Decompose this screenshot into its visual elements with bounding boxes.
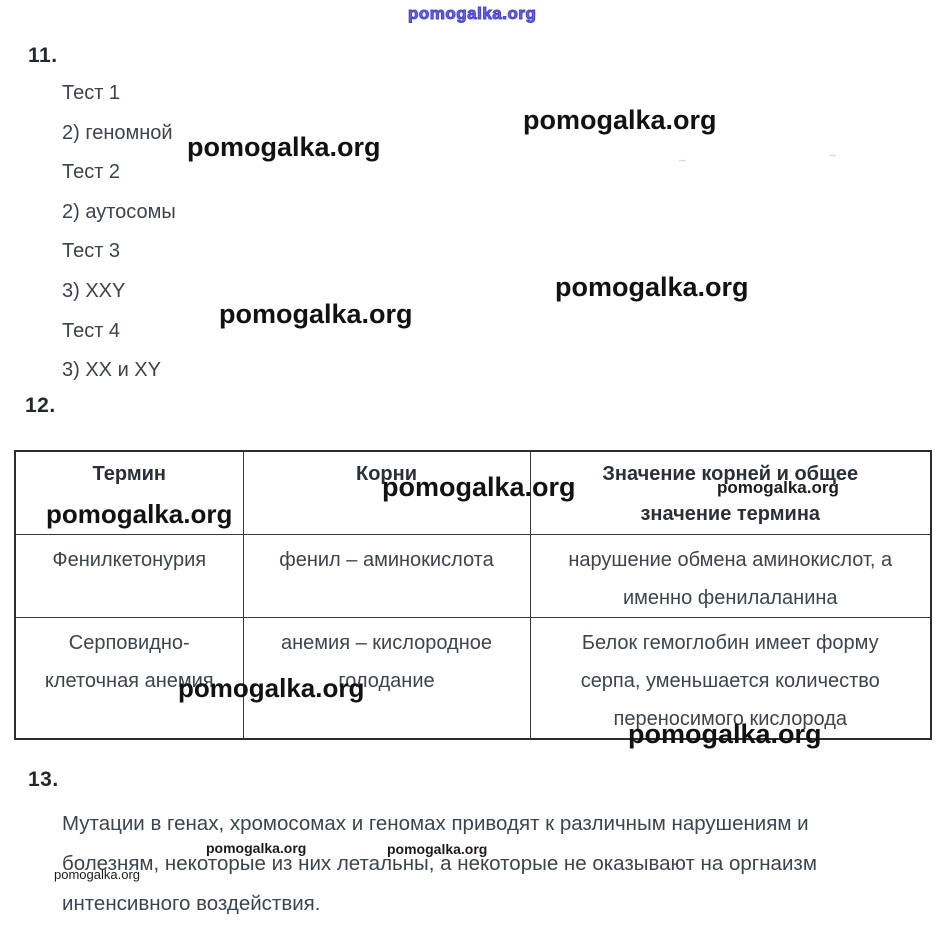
term-roots-table: Термин Корни Значение корней и общее зна… [14,450,932,740]
table-header-row: Термин Корни Значение корней и общее зна… [14,450,932,535]
section-12-number: 12. [25,394,56,417]
watermark: pomogalka.org [46,499,233,529]
watermark: pomogalka.org [717,478,839,497]
watermark: pomogalka.org [54,867,140,882]
header-meaning: Значение корней и общее значение термина [529,450,932,535]
watermark: pomogalka.org [206,840,307,856]
watermark-outline-top: pomogalka.org [407,4,537,23]
answer-line: 3) XX и XY [62,359,161,382]
section-13-number: 13. [28,768,59,791]
watermark: pomogalka.org [187,132,381,162]
watermark: pomogalka.org [555,272,749,302]
cell-term: Фенилкетонурия [14,534,244,618]
answer-line: Тест 2 [62,161,121,184]
watermark: pomogalka.org [219,299,413,329]
scan-speck: ∼ [678,155,688,167]
cell-meaning: Белок гемоглобин имеет форму серпа, умен… [529,617,932,740]
cell-meaning: нарушение обмена аминокислот, а именно ф… [529,534,932,618]
cell-term: Серповидно- клеточная анемия [14,617,244,740]
answer-line: Тест 3 [62,240,121,263]
cell-roots: анемия – кислородное голодание [242,617,531,740]
cell-roots: фенил – аминокислота [242,534,531,618]
section-13-paragraph: Мутации в генах, хромосомах и геномах пр… [62,812,817,915]
answer-line: 2) аутосомы [62,200,176,223]
watermark: pomogalka.org [178,673,365,703]
section-11-number: 11. [28,44,58,67]
answer-line: Тест 4 [62,319,121,342]
answer-line: 2) геномной [62,121,173,144]
scan-speck: ∼ [828,150,838,162]
watermark: pomogalka.org [523,105,717,135]
header-roots: Корни [242,450,531,535]
answer-line: 3) XXY [62,279,126,302]
table-row: Фенилкетонурия фенил – аминокислота нару… [14,534,932,618]
answer-line: Тест 1 [62,82,121,104]
watermark: pomogalka.org [387,841,488,857]
section-11-answers: Тест 1 2) геномной Тест 2 2) аутосомы Те… [62,74,176,391]
watermark: pomogalka.org [628,719,822,749]
table-row: Серповидно- клеточная анемия анемия – ки… [14,617,932,740]
watermark: pomogalka.org [382,472,576,502]
